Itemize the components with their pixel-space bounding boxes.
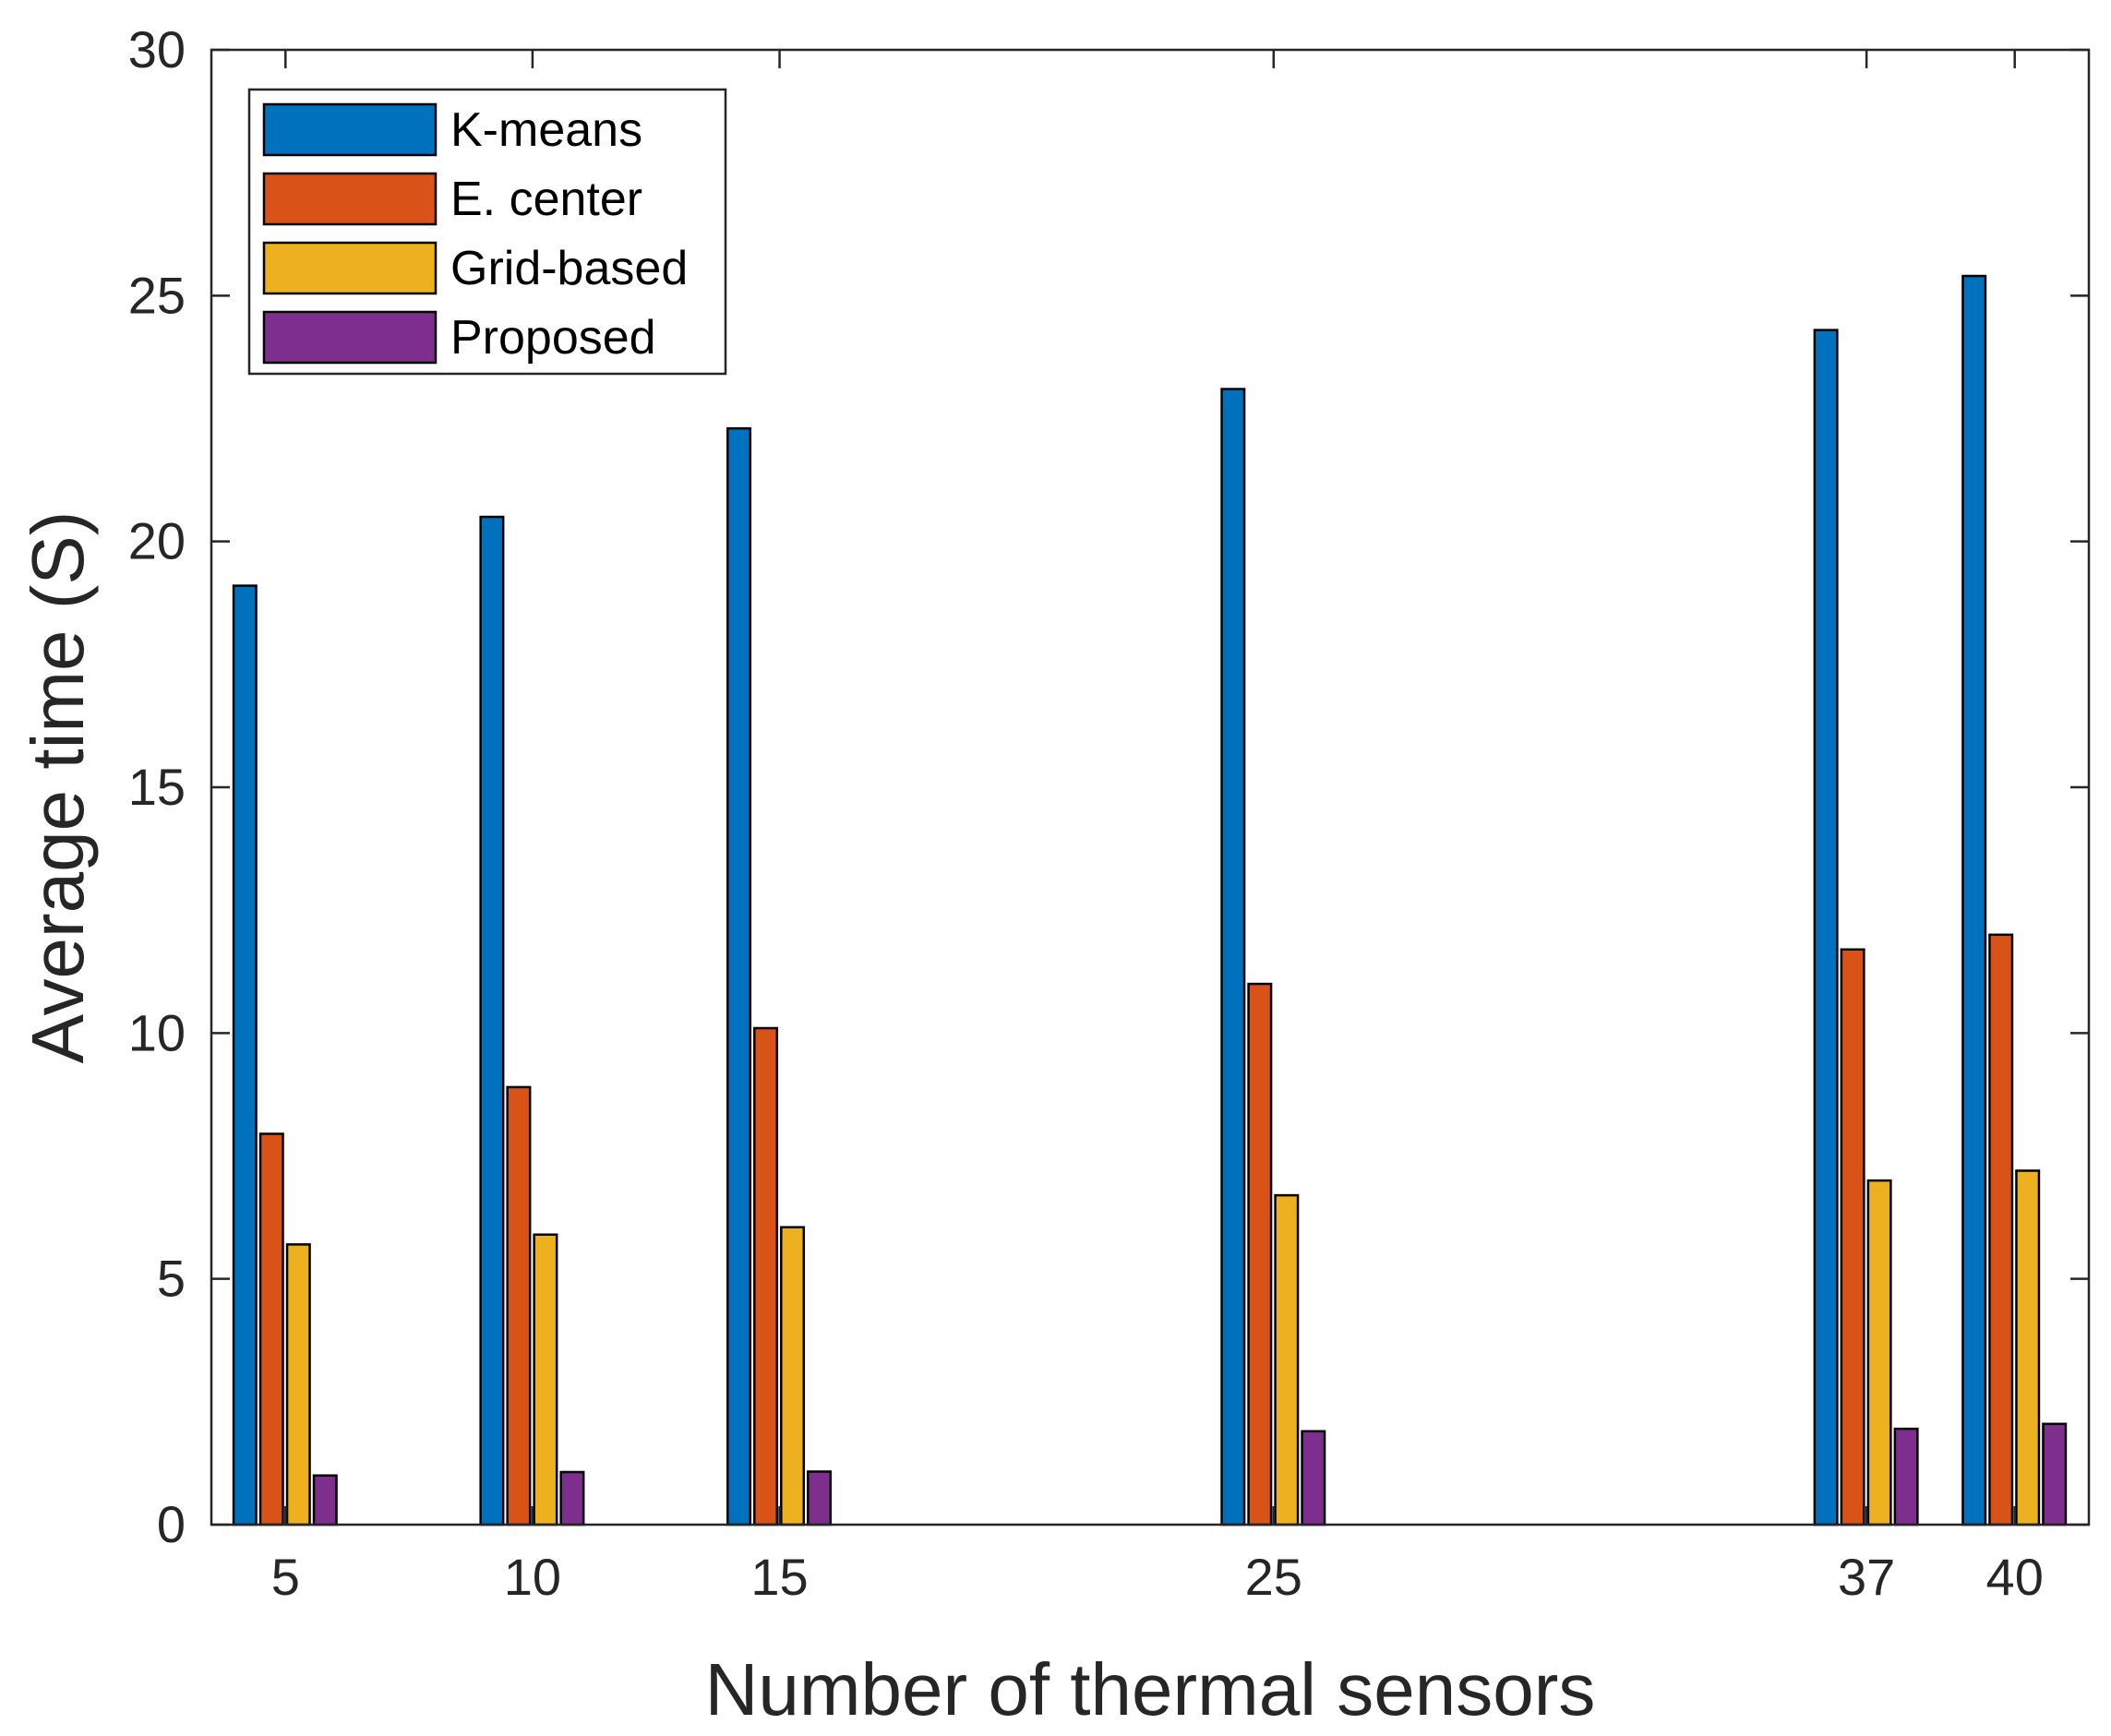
x-axis-title: Number of thermal sensors xyxy=(705,1648,1596,1730)
bar-e-center-15 xyxy=(753,1026,779,1526)
legend-label: E. center xyxy=(450,173,642,226)
bar-e-center-5 xyxy=(258,1132,284,1526)
y-tick-label: 25 xyxy=(128,266,186,324)
bar-grid-based-25 xyxy=(1274,1193,1300,1526)
legend-swatch xyxy=(262,172,438,226)
y-tick-label: 30 xyxy=(128,20,186,78)
bar-proposed-15 xyxy=(807,1470,833,1526)
bar-e-center-37 xyxy=(1840,948,1865,1526)
bar-k-means-40 xyxy=(1961,274,1987,1526)
ticks-group: 0 5 10 15 20 25 30 5 10 15 25 37 40 xyxy=(128,20,2089,1606)
y-axis-title: Average time (S) xyxy=(17,511,99,1064)
legend-swatch xyxy=(262,102,438,157)
y-tick-label: 20 xyxy=(128,512,186,570)
bar-proposed-10 xyxy=(559,1470,585,1526)
bars-group xyxy=(232,274,2068,1526)
legend: K-means E. center Grid-based Proposed xyxy=(247,88,727,376)
bar-proposed-5 xyxy=(312,1474,338,1526)
y-tick-label: 5 xyxy=(157,1250,186,1308)
bar-k-means-15 xyxy=(726,426,752,1526)
y-tick-label: 10 xyxy=(128,1003,186,1061)
bar-k-means-37 xyxy=(1813,329,1839,1526)
legend-label: K-means xyxy=(450,103,642,157)
bar-grid-based-5 xyxy=(285,1243,311,1526)
x-tick-label: 37 xyxy=(1838,1548,1895,1606)
x-tick-label: 5 xyxy=(271,1548,300,1606)
bar-proposed-40 xyxy=(2042,1422,2068,1526)
bar-grid-based-37 xyxy=(1866,1179,1892,1526)
x-tick-label: 15 xyxy=(750,1548,808,1606)
bar-grid-based-10 xyxy=(533,1233,558,1526)
x-tick-label: 10 xyxy=(504,1548,561,1606)
bar-e-center-25 xyxy=(1247,982,1273,1526)
bar-grid-based-40 xyxy=(2015,1169,2041,1526)
x-tick-label: 40 xyxy=(1986,1548,2044,1606)
y-tick-label: 15 xyxy=(128,758,186,816)
bar-k-means-10 xyxy=(479,515,505,1526)
bar-e-center-40 xyxy=(1988,933,2014,1526)
bar-k-means-5 xyxy=(232,584,258,1526)
y-tick-label: 0 xyxy=(157,1495,186,1553)
bar-e-center-10 xyxy=(506,1085,532,1526)
bar-proposed-25 xyxy=(1301,1430,1326,1526)
bar-grid-based-15 xyxy=(780,1226,806,1526)
bar-k-means-25 xyxy=(1220,388,1246,1526)
legend-swatch xyxy=(262,241,438,295)
x-tick-label: 25 xyxy=(1245,1548,1302,1606)
legend-swatch xyxy=(262,310,438,365)
legend-label: Proposed xyxy=(450,311,656,365)
bar-proposed-37 xyxy=(1893,1427,1919,1526)
legend-label: Grid-based xyxy=(450,242,688,295)
